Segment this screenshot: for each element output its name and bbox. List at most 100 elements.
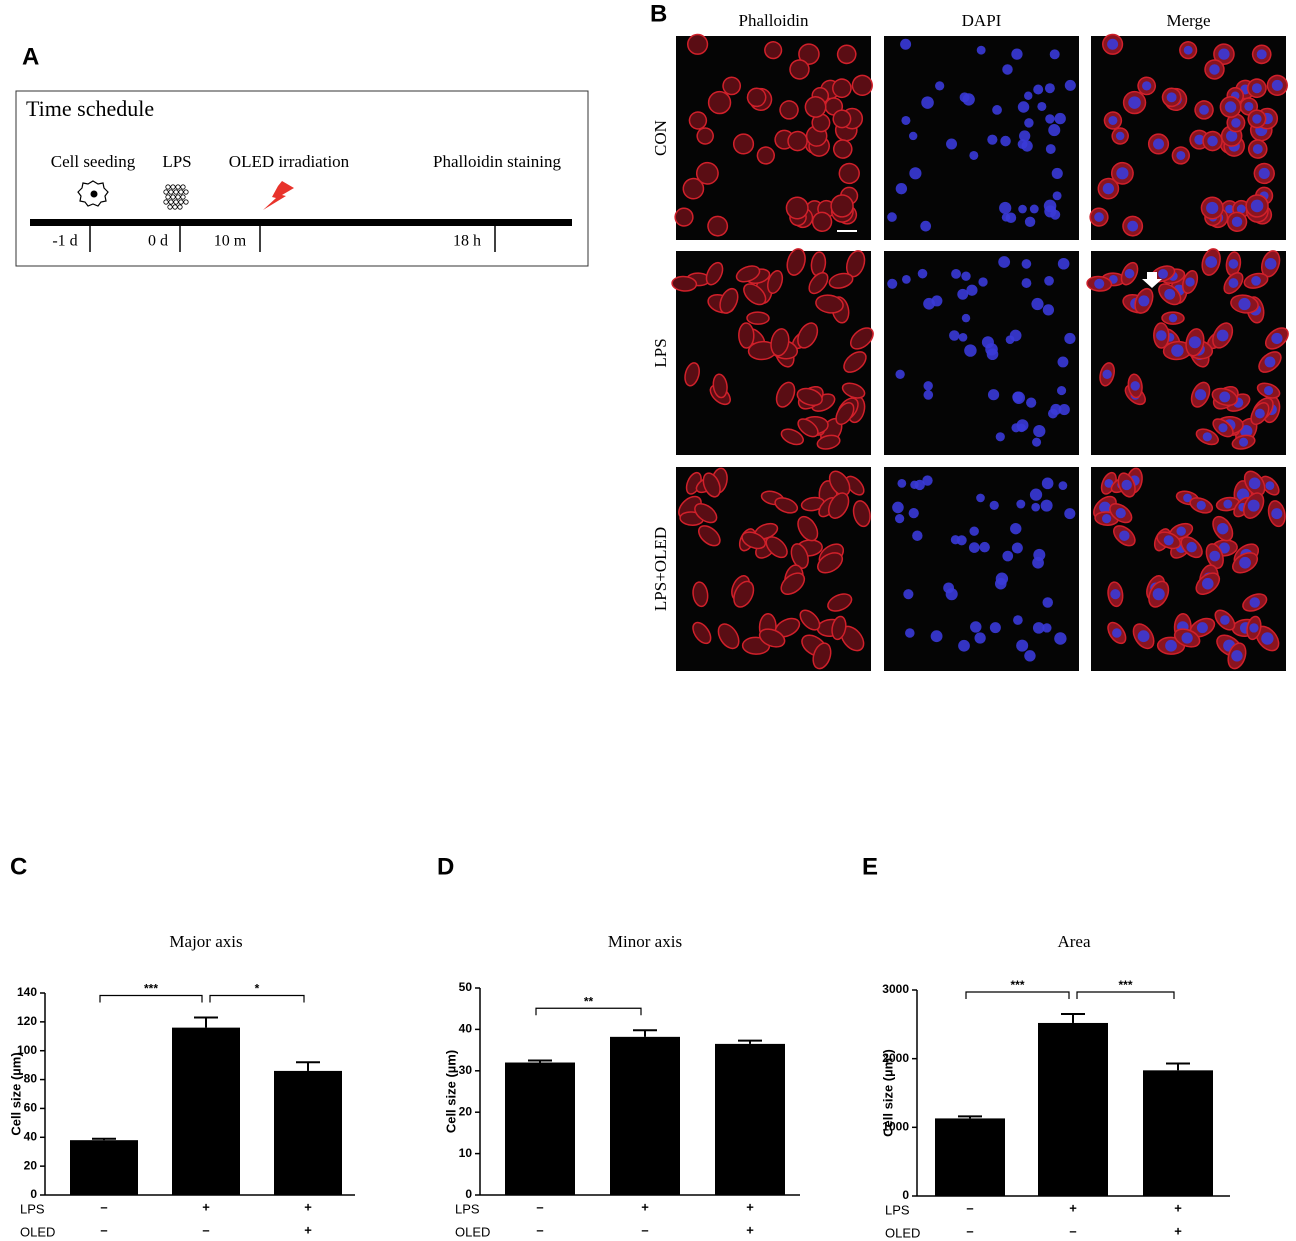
nucleus <box>1024 650 1036 662</box>
nucleus <box>958 639 970 652</box>
nucleus <box>998 256 1011 268</box>
nucleus <box>923 381 933 391</box>
actin <box>838 162 860 185</box>
nucleus <box>1254 408 1265 419</box>
actin <box>797 322 819 349</box>
nucleus <box>1231 216 1243 228</box>
nucleus <box>1048 124 1061 137</box>
nucleus <box>1019 130 1031 142</box>
nucleus <box>1045 114 1055 124</box>
nucleus <box>1252 114 1262 124</box>
actin <box>828 272 854 289</box>
nucleus <box>1127 220 1139 232</box>
actin <box>712 373 728 399</box>
y-tick-label: 1000 <box>882 1120 909 1134</box>
nucleus <box>1130 381 1140 391</box>
significance-label: *** <box>1010 978 1024 992</box>
nucleus <box>1045 144 1056 154</box>
nucleus <box>951 268 961 279</box>
actin <box>851 74 873 97</box>
actin <box>732 133 755 155</box>
nucleus <box>1163 535 1174 546</box>
condition-sign: + <box>746 1222 754 1237</box>
condition-sign: – <box>966 1200 973 1215</box>
nucleus <box>1251 83 1262 94</box>
y-tick-label: 80 <box>24 1072 38 1086</box>
significance-label: * <box>255 982 260 996</box>
nucleus <box>1168 313 1178 323</box>
actin <box>738 322 755 349</box>
nucleus <box>1031 297 1044 311</box>
event-label: Phalloidin staining <box>433 152 561 171</box>
nucleus <box>979 541 990 553</box>
nucleus <box>1037 101 1047 111</box>
y-tick-label: 100 <box>17 1043 37 1057</box>
y-tick-label: 10 <box>459 1146 473 1160</box>
nucleus <box>1218 542 1230 554</box>
nucleus <box>956 535 967 546</box>
arrow <box>1142 272 1162 288</box>
nucleus <box>1206 201 1219 215</box>
nucleus <box>1137 630 1150 643</box>
nucleus <box>1016 639 1029 652</box>
nucleus <box>1043 199 1057 213</box>
nucleus <box>1016 499 1026 509</box>
actin <box>830 194 854 218</box>
nucleus <box>1261 632 1274 645</box>
actin <box>789 59 810 80</box>
nucleus <box>961 271 971 281</box>
bar <box>610 1036 680 1195</box>
timepoint-label: -1 d <box>52 233 77 250</box>
actin <box>692 581 709 608</box>
nucleus <box>1002 64 1013 75</box>
schedule-title: Time schedule <box>26 96 154 121</box>
nucleus <box>1051 167 1063 179</box>
nucleus <box>931 295 943 307</box>
nucleus <box>1183 45 1193 55</box>
nucleus <box>1115 131 1125 141</box>
actin <box>697 525 721 547</box>
actin <box>722 76 742 96</box>
nucleus <box>914 479 925 491</box>
nucleus <box>1024 216 1036 228</box>
nucleus <box>1040 499 1053 512</box>
bar <box>505 1062 575 1195</box>
nucleus <box>1249 623 1259 633</box>
chart-title: Minor axis <box>608 932 682 951</box>
actin <box>816 434 841 450</box>
nucleus <box>1209 550 1221 562</box>
schedule-box <box>15 90 589 267</box>
nucleus <box>892 501 904 514</box>
actin <box>841 382 866 399</box>
condition-sign: + <box>304 1222 312 1237</box>
panel-letter: A <box>22 43 39 70</box>
nucleus <box>945 588 958 601</box>
nucleus <box>1239 556 1251 569</box>
nucleus <box>1247 499 1260 512</box>
nucleus <box>1128 96 1141 109</box>
actin <box>775 381 796 408</box>
actin <box>767 269 784 294</box>
event-label: OLED irradiation <box>229 152 350 171</box>
actin <box>796 387 823 407</box>
panel-letter: E <box>862 853 878 880</box>
condition-sign: – <box>100 1222 107 1237</box>
actin <box>852 500 871 528</box>
nucleus <box>957 288 969 300</box>
nucleus <box>1256 49 1267 60</box>
nucleus <box>1054 632 1067 645</box>
nucleus <box>1110 589 1121 600</box>
y-tick-label: 140 <box>17 985 37 999</box>
nucleus <box>1094 212 1104 222</box>
nucleus <box>958 332 968 342</box>
nucleus <box>1216 329 1229 342</box>
actin <box>707 215 729 237</box>
y-tick-label: 50 <box>459 980 473 994</box>
actin <box>779 100 799 120</box>
nucleus <box>968 542 980 553</box>
nucleus <box>920 220 932 232</box>
nucleus <box>1124 268 1135 279</box>
nucleus <box>1107 38 1119 50</box>
nucleus <box>1188 336 1201 349</box>
bar <box>715 1043 785 1195</box>
